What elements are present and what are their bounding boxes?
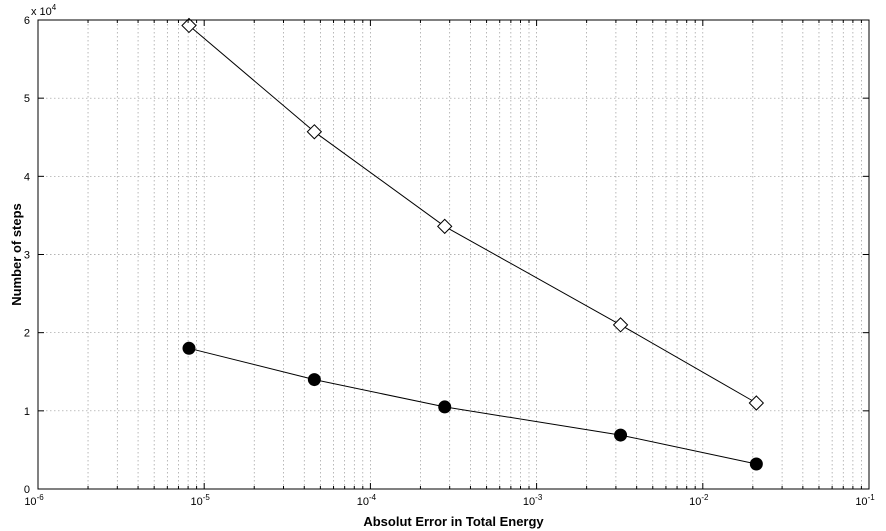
series-2	[182, 341, 763, 471]
x-tick-label: 10-2	[689, 493, 709, 508]
series-layer	[181, 17, 765, 471]
x-tick-label: 10-1	[855, 493, 875, 508]
data-point-diamond	[748, 395, 765, 411]
y-tick-label: 5	[24, 93, 30, 105]
x-tick-label: 10-4	[357, 493, 377, 508]
y-tick-label: 4	[24, 171, 30, 183]
data-point-circle	[182, 341, 196, 355]
x-tick-label: 10-6	[24, 493, 44, 508]
y-tick-label: 2	[24, 328, 30, 340]
y-tick-label: 1	[24, 406, 30, 418]
series-line	[188, 25, 757, 404]
grid-lines	[38, 20, 869, 489]
y-tick-label: 3	[24, 250, 30, 262]
x-axis-title: Absolut Error in Total Energy	[363, 514, 544, 529]
y-tick-label: 0	[24, 484, 30, 496]
x-tick-label: 10-3	[523, 493, 543, 508]
data-point-circle	[438, 400, 452, 414]
data-point-diamond	[437, 218, 453, 235]
data-point-circle	[614, 428, 628, 442]
y-exponent-label: x 104	[31, 3, 57, 18]
axis-labels: 10-6 10-5 10-4 10-3 10-2 10-1 0 1 2 3 4 5 6x 104 Abso…	[9, 3, 875, 529]
y-tick-label: 6	[24, 15, 30, 27]
data-point-diamond	[612, 317, 629, 333]
y-axis-title: Number of steps	[9, 203, 24, 306]
series-line	[188, 347, 757, 465]
data-point-circle	[307, 373, 321, 387]
data-point-diamond	[306, 124, 323, 140]
series-1	[181, 17, 765, 411]
data-point-diamond	[181, 17, 197, 34]
data-point-circle	[749, 457, 763, 471]
x-tick-label: 10-5	[191, 493, 211, 508]
axis-ticks	[37, 19, 869, 490]
